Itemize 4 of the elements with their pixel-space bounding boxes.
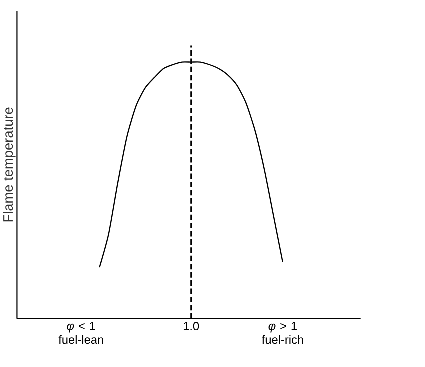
x-tick-label: 1.0 [184, 322, 200, 331]
y-axis-title: Flame temperature [3, 108, 16, 222]
x-tick-label: φ > 1 fuel-rich [262, 322, 304, 344]
x-tick-label: φ < 1 fuel-lean [58, 322, 104, 344]
